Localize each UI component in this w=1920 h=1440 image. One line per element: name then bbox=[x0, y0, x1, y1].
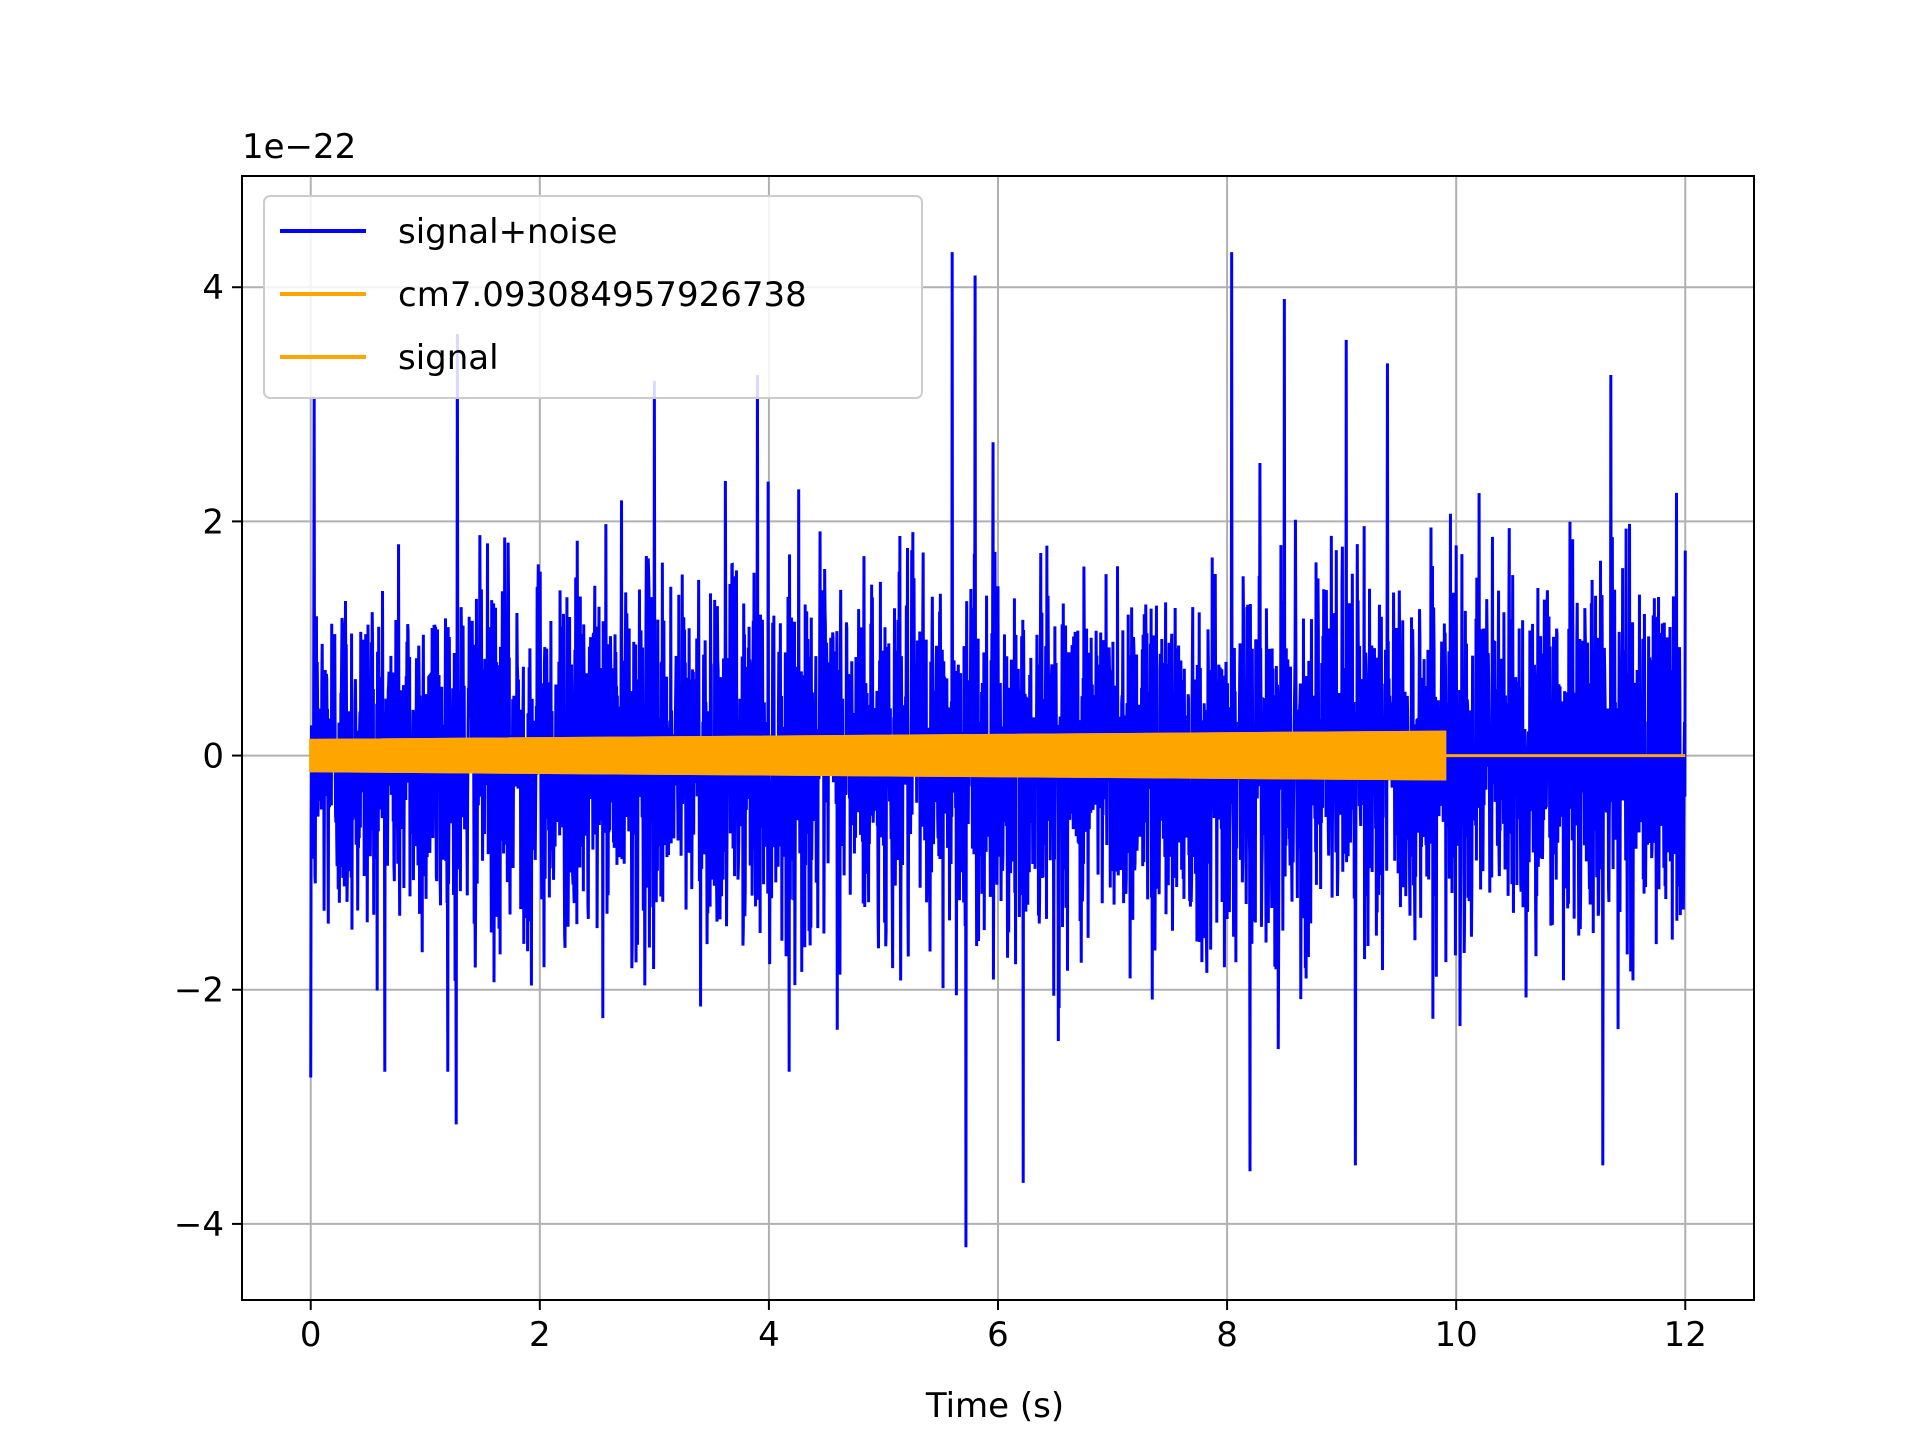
x-tick-label: 4 bbox=[758, 1315, 780, 1355]
legend-label-signal: signal bbox=[398, 338, 499, 378]
legend-entry-signal-noise: signal+noise bbox=[280, 212, 618, 252]
y-tick-label: −2 bbox=[174, 971, 224, 1011]
x-tick-label: 6 bbox=[987, 1315, 1009, 1355]
legend: signal+noise cm7.093084957926738 signal bbox=[263, 195, 923, 399]
x-axis-label: Time (s) bbox=[925, 1386, 1064, 1426]
y-tick-label: −4 bbox=[174, 1205, 224, 1245]
legend-label-cm: cm7.093084957926738 bbox=[398, 275, 807, 315]
y-axis-ticks: −4 −2 0 2 4 bbox=[174, 268, 242, 1245]
x-axis-ticks: 0 2 4 6 8 10 12 bbox=[300, 1300, 1707, 1355]
legend-entry-cm: cm7.093084957926738 bbox=[280, 275, 807, 315]
y-axis-offset-label: 1e−22 bbox=[242, 127, 356, 167]
series-layer bbox=[309, 252, 1687, 1248]
x-tick-label: 2 bbox=[529, 1315, 551, 1355]
x-tick-label: 10 bbox=[1435, 1315, 1478, 1355]
y-tick-label: 2 bbox=[202, 502, 224, 542]
x-tick-label: 8 bbox=[1216, 1315, 1238, 1355]
x-tick-label: 12 bbox=[1664, 1315, 1707, 1355]
legend-box bbox=[263, 195, 923, 399]
x-tick-label: 0 bbox=[300, 1315, 322, 1355]
legend-entry-signal: signal bbox=[280, 338, 499, 378]
y-tick-label: 4 bbox=[202, 268, 224, 308]
series-signal-noise-line bbox=[309, 252, 1687, 1248]
series-signal-band bbox=[309, 730, 1447, 781]
legend-label-signal-noise: signal+noise bbox=[398, 212, 618, 252]
y-tick-label: 0 bbox=[202, 737, 224, 777]
